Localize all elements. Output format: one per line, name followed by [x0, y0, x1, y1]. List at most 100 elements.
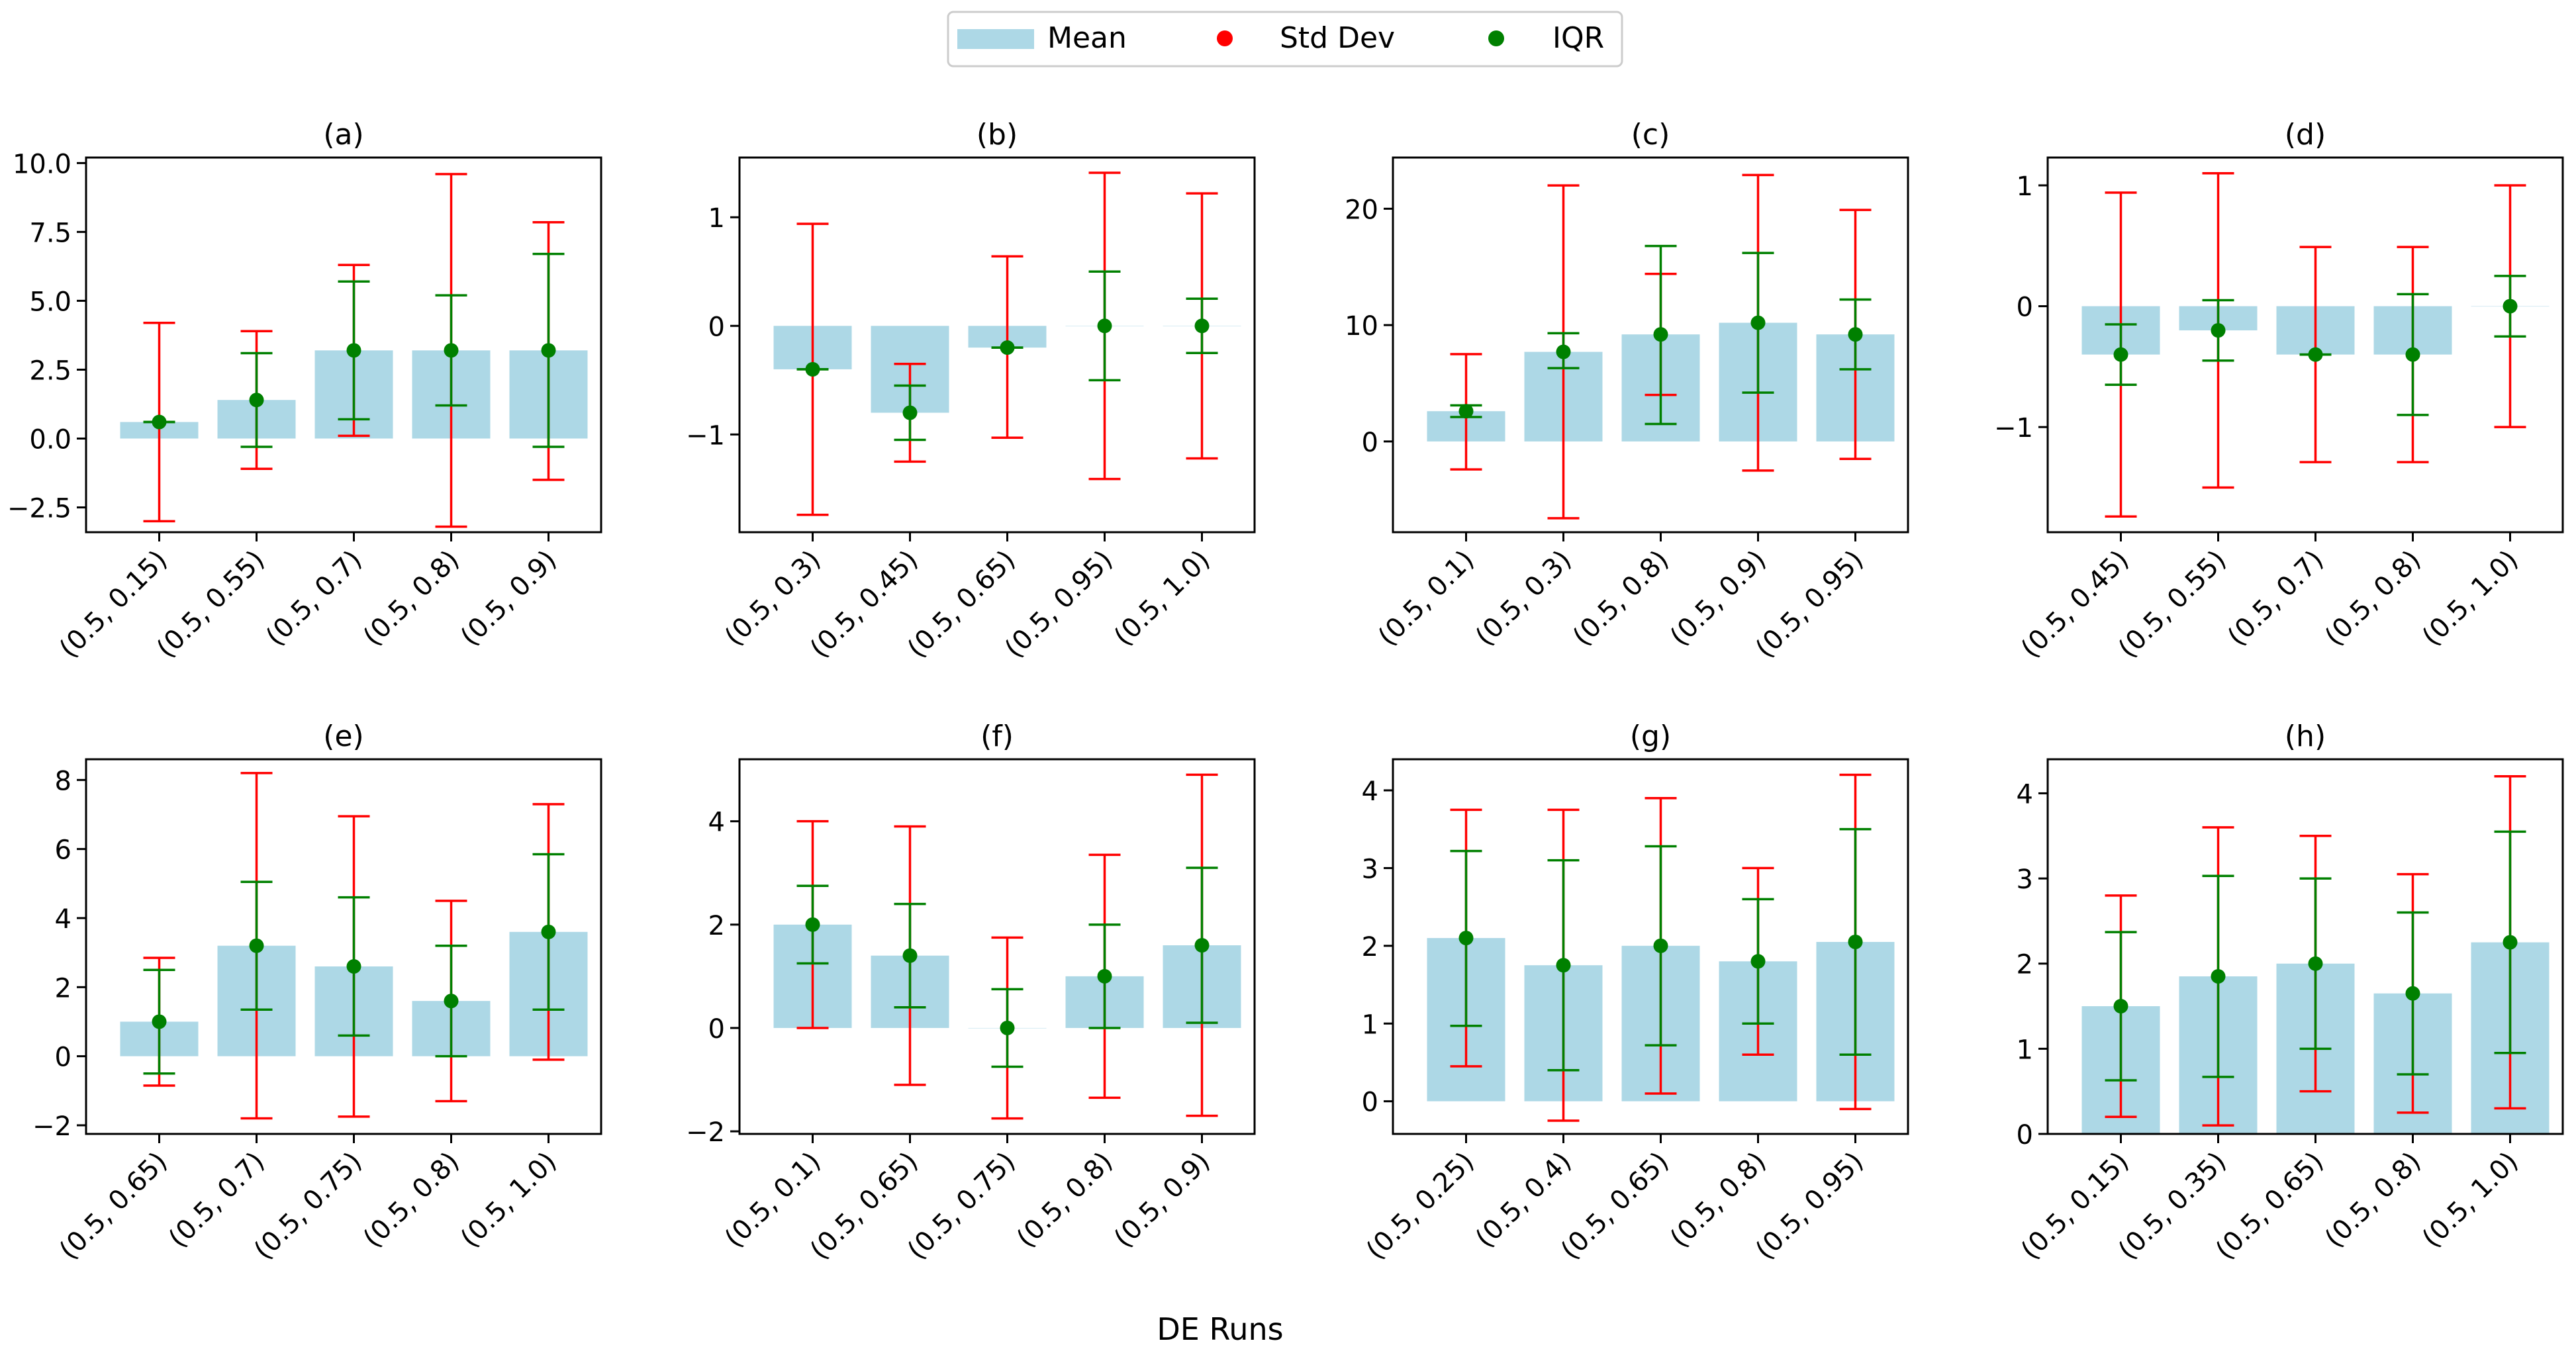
- mean-point: [541, 343, 556, 358]
- axes-frame: [85, 156, 602, 534]
- panel-title: (e): [323, 720, 363, 753]
- mean-point: [1194, 318, 1210, 334]
- mean-point: [1458, 404, 1474, 419]
- legend: Mean Std Dev IQR: [947, 11, 1623, 68]
- mean-point: [249, 938, 264, 953]
- mean-point: [2308, 956, 2323, 971]
- mean-point: [1556, 344, 1571, 359]
- y-tick-label: 2: [2017, 950, 2033, 980]
- x-tick-label: (0.5, 0.8): [2319, 545, 2427, 653]
- mean-point: [2113, 347, 2128, 362]
- mean-point: [2211, 969, 2226, 984]
- y-tick-label: 2.5: [29, 355, 72, 386]
- axes-frame: [738, 156, 1256, 534]
- mean-point: [152, 1014, 167, 1029]
- x-axis-label: DE Runs: [1157, 1311, 1283, 1347]
- mean-point: [1556, 958, 1571, 973]
- mean-point: [152, 414, 167, 430]
- y-tick-label: 0: [2017, 293, 2033, 323]
- legend-iqr-marker: [1488, 30, 1504, 46]
- mean-point: [1750, 315, 1766, 330]
- x-tick-label: (0.5, 0.9): [1108, 1146, 1216, 1254]
- y-tick-label: 0: [1362, 428, 1378, 458]
- mean-point: [1458, 931, 1474, 946]
- y-tick-label: 1: [2017, 1035, 2033, 1065]
- x-tick-label: (0.5, 1.0): [2416, 1146, 2524, 1254]
- y-tick-label: 4: [1362, 776, 1378, 807]
- mean-point: [346, 958, 361, 974]
- x-tick-label: (0.5, 0.65): [54, 1146, 173, 1266]
- x-tick-label: (0.5, 0.25): [1360, 1146, 1480, 1266]
- legend-mean-label: Mean: [1047, 21, 1127, 55]
- y-tick-label: 8: [55, 766, 72, 796]
- y-tick-label: 2: [1362, 932, 1378, 962]
- mean-point: [1194, 938, 1210, 953]
- axes-frame: [2046, 156, 2564, 534]
- mean-point: [902, 405, 918, 420]
- panel-title: (g): [1630, 720, 1671, 753]
- x-tick-label: (0.5, 0.8): [2319, 1146, 2427, 1254]
- y-tick-label: 0: [2017, 1120, 2033, 1150]
- x-tick-label: (0.5, 1.0): [455, 1146, 563, 1254]
- y-tick-label: 6: [55, 835, 72, 866]
- y-tick-label: 4: [55, 904, 72, 935]
- y-tick-label: 1: [1362, 1009, 1378, 1040]
- mean-point: [805, 917, 820, 932]
- x-tick-label: (0.5, 1.0): [1108, 545, 1216, 653]
- panel-b: (b)−101(0.5, 0.3)(0.5, 0.45)(0.5, 0.65)(…: [686, 118, 1256, 664]
- y-tick-label: −2.5: [7, 494, 72, 524]
- x-tick-label: (0.5, 0.8): [358, 1146, 465, 1254]
- legend-std-label: Std Dev: [1280, 21, 1395, 55]
- x-tick-label: (0.5, 0.7): [260, 545, 368, 653]
- y-tick-label: 4: [708, 808, 725, 838]
- mean-point: [1848, 934, 1863, 949]
- mean-point: [444, 994, 459, 1009]
- y-tick-label: 0.0: [29, 425, 72, 455]
- panel-title: (c): [1631, 118, 1670, 152]
- y-tick-label: 5.0: [29, 287, 72, 317]
- y-tick-label: 3: [1362, 854, 1378, 884]
- mean-point: [902, 948, 918, 963]
- mean-point: [2211, 323, 2226, 338]
- axes-frame: [1392, 156, 1909, 534]
- y-tick-label: 2: [55, 973, 72, 1004]
- mean-point: [541, 924, 556, 939]
- mean-point: [1097, 318, 1112, 334]
- y-tick-label: 2: [708, 911, 725, 941]
- y-tick-label: 4: [2017, 779, 2033, 810]
- y-tick-label: 20: [1345, 195, 1378, 225]
- mean-point: [1653, 327, 1668, 342]
- panel-title: (h): [2285, 720, 2326, 753]
- mean-point: [2503, 935, 2518, 950]
- y-tick-label: 3: [2017, 864, 2033, 895]
- x-tick-label: (0.5, 0.7): [2222, 545, 2330, 653]
- x-tick-label: (0.5, 0.8): [358, 545, 465, 653]
- y-tick-label: 0: [708, 1014, 725, 1045]
- mean-point: [444, 343, 459, 358]
- mean-point: [1000, 340, 1015, 355]
- mean-point: [346, 343, 361, 358]
- y-tick-label: 10.0: [13, 149, 72, 179]
- legend-frame: [947, 11, 1623, 68]
- x-tick-label: (0.5, 0.3): [1470, 545, 1578, 653]
- x-tick-label: (0.5, 0.8): [1011, 1146, 1119, 1254]
- panel-d: (d)−101(0.5, 0.45)(0.5, 0.55)(0.5, 0.7)(…: [1994, 118, 2564, 664]
- y-tick-label: 0: [55, 1043, 72, 1073]
- mean-point: [1000, 1020, 1015, 1035]
- y-tick-label: −1: [686, 420, 725, 451]
- x-tick-label: (0.5, 1.0): [2416, 545, 2524, 653]
- y-tick-label: −2: [32, 1111, 72, 1142]
- mean-point: [1097, 968, 1112, 984]
- y-tick-label: 0: [1362, 1088, 1378, 1118]
- mean-point: [2405, 347, 2420, 362]
- legend-iqr-label: IQR: [1552, 21, 1604, 55]
- y-tick-label: 7.5: [29, 218, 72, 248]
- y-tick-label: −1: [1994, 413, 2033, 444]
- axes-frame: [85, 758, 602, 1135]
- x-tick-label: (0.5, 0.1): [1372, 545, 1480, 653]
